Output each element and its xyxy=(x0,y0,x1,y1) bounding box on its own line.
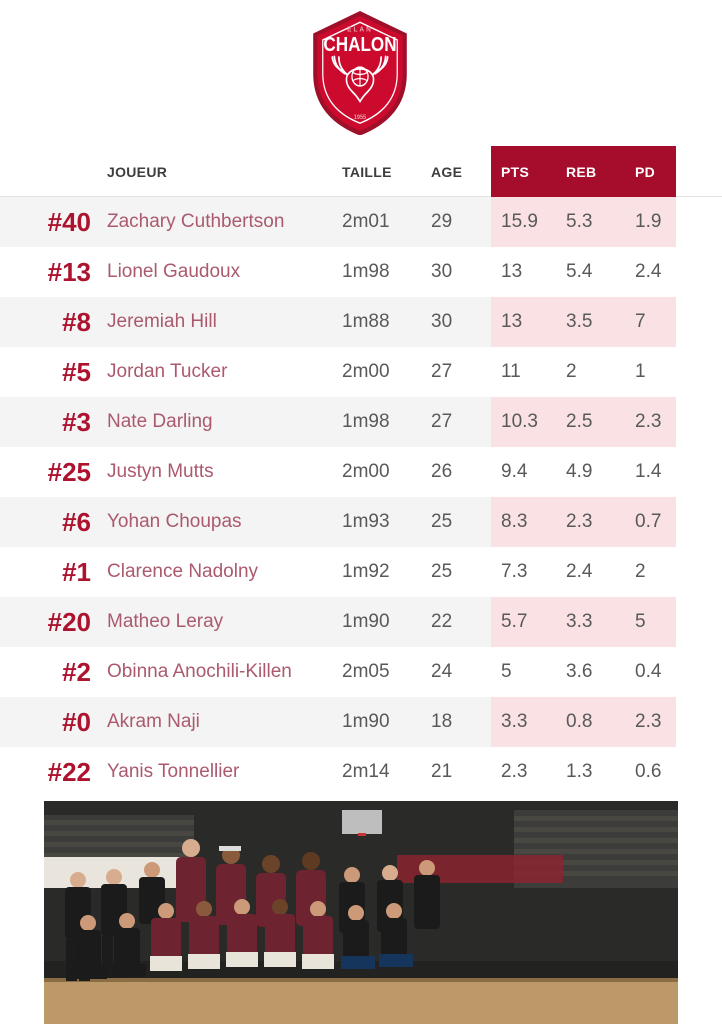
svg-text:1955: 1955 xyxy=(354,115,367,121)
svg-text:CHALON: CHALON xyxy=(323,33,396,56)
